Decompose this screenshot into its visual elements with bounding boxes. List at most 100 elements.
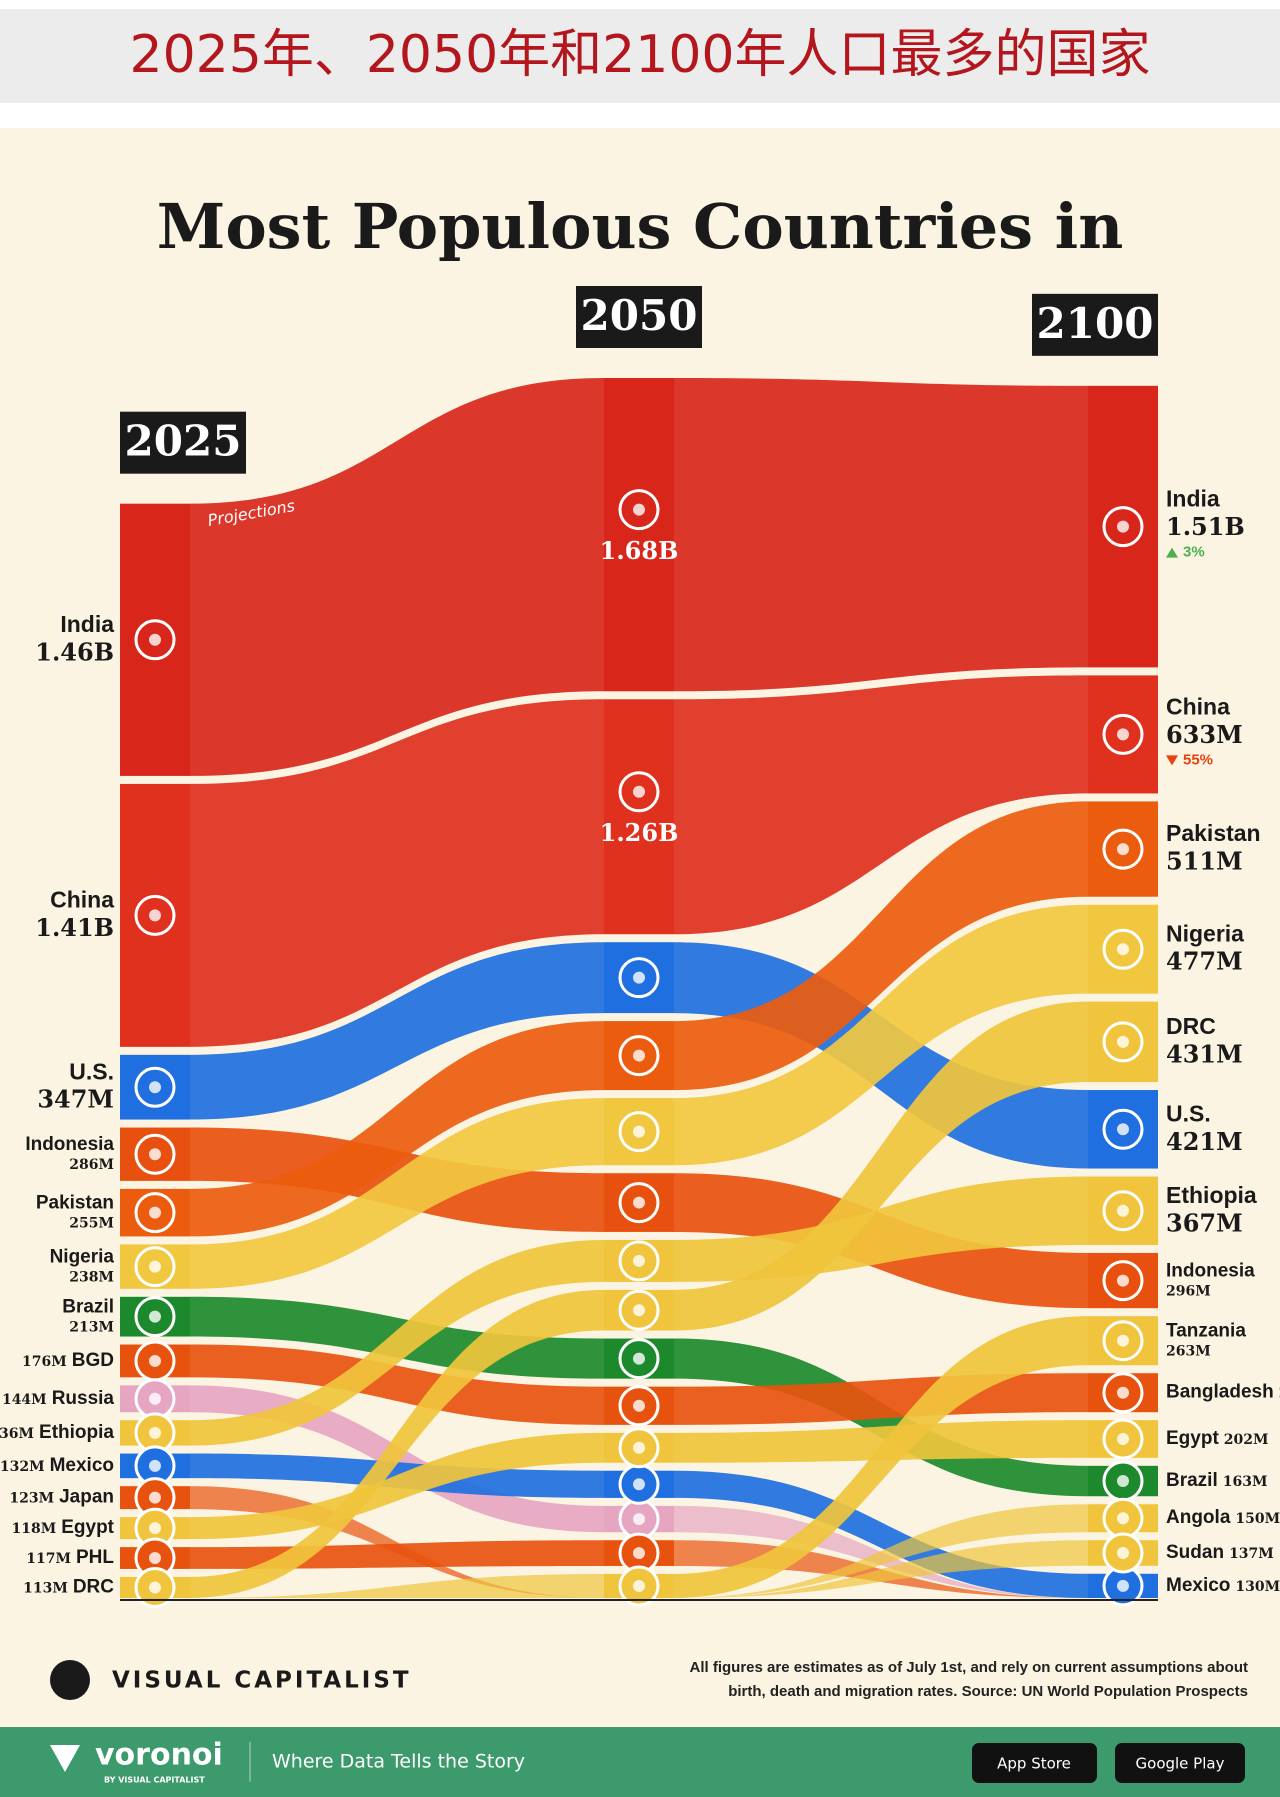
- country-label: Mexico: [1166, 1575, 1230, 1596]
- flag-center: [1117, 1512, 1129, 1525]
- flow: [190, 1021, 604, 1237]
- flag-center: [1117, 843, 1129, 856]
- value-label: 123M: [9, 1491, 54, 1507]
- value-label: 238M: [69, 1270, 114, 1286]
- year-label: 2025: [125, 417, 242, 466]
- country-label: Ethiopia: [39, 1422, 114, 1443]
- flag-center: [633, 1352, 645, 1365]
- country-label: Sudan: [1166, 1542, 1224, 1563]
- flag-center: [1117, 1579, 1129, 1592]
- country-label: Japan: [59, 1487, 114, 1508]
- flag-center: [1117, 1035, 1129, 1048]
- value-label: 213M: [69, 1320, 114, 1336]
- flag-center: [633, 1254, 645, 1267]
- country-label: China: [50, 886, 114, 912]
- flow: [674, 1504, 1088, 1598]
- value-label: 511M: [1166, 847, 1243, 876]
- flag-center: [1117, 520, 1129, 533]
- brand: voronoi: [95, 1738, 223, 1773]
- year-box: [120, 411, 246, 474]
- footnote: All figures are estimates as of July 1st…: [690, 1659, 1249, 1676]
- flag-center: [1117, 1546, 1129, 1559]
- country-label: DRC: [1166, 1013, 1216, 1039]
- banner-title: 2025年、2050年和2100年人口最多的国家: [129, 25, 1150, 85]
- value-label: 150M: [1235, 1511, 1280, 1527]
- change-arrow: [1166, 755, 1178, 766]
- change-label: 3%: [1183, 544, 1205, 561]
- flag-center: [633, 1049, 645, 1062]
- logo-icon: [50, 1660, 90, 1700]
- country-label: DRC: [73, 1576, 114, 1597]
- value-label: 296M: [1166, 1284, 1211, 1300]
- flag-center: [149, 1581, 161, 1594]
- flag-center: [633, 1441, 645, 1454]
- value-label: 633M: [1166, 720, 1243, 749]
- country-label: Russia: [52, 1388, 115, 1409]
- country-label: Egypt: [1166, 1428, 1219, 1449]
- flag-center: [1117, 1386, 1129, 1399]
- country-label: Mexico: [50, 1455, 114, 1476]
- country-label: PHL: [76, 1547, 114, 1568]
- plot: India1.46B1.68BIndia1.51B3%China1.41B1.2…: [0, 286, 1280, 1608]
- value-label: 136M: [0, 1426, 34, 1442]
- footnote: birth, death and migration rates. Source…: [728, 1683, 1248, 1700]
- year-box: [1032, 293, 1158, 356]
- app-button-label[interactable]: App Store: [997, 1755, 1071, 1773]
- value-label: 132M: [0, 1459, 45, 1475]
- flow: [674, 1420, 1088, 1463]
- flag-center: [633, 1513, 645, 1526]
- bar: [604, 699, 674, 935]
- flag-center: [633, 1579, 645, 1592]
- country-label: Pakistan: [36, 1193, 114, 1214]
- flag-center: [149, 1148, 161, 1161]
- flow: [190, 1432, 604, 1540]
- app-button[interactable]: [972, 1743, 1097, 1783]
- country-label: BGD: [72, 1350, 114, 1371]
- play-button-label[interactable]: Google Play: [1136, 1755, 1225, 1773]
- country-label: India: [1166, 486, 1220, 512]
- flow: [190, 1239, 604, 1446]
- play-button[interactable]: [1115, 1743, 1245, 1783]
- flag-center: [633, 1125, 645, 1138]
- flag-center: [149, 1354, 161, 1367]
- flag-center: [149, 1522, 161, 1535]
- change-arrow: [1166, 547, 1178, 558]
- value-label: 209M: [1279, 1386, 1280, 1402]
- flag-center: [633, 1478, 645, 1491]
- flag-center: [1117, 943, 1129, 956]
- flow: [190, 1098, 604, 1289]
- bar: [604, 378, 674, 692]
- country-label: Ethiopia: [1166, 1182, 1257, 1208]
- flow: [190, 1573, 604, 1598]
- flow: [674, 1001, 1088, 1331]
- country-label: Egypt: [61, 1517, 114, 1538]
- flag-center: [1117, 1274, 1129, 1287]
- country-label: China: [1166, 693, 1230, 719]
- value-label: 202M: [1224, 1432, 1269, 1448]
- country-label: U.S.: [69, 1058, 114, 1084]
- flow: [674, 904, 1088, 1166]
- value-label: 118M: [11, 1521, 56, 1537]
- year-label: 2100: [1037, 299, 1154, 348]
- country-label: U.S.: [1166, 1100, 1211, 1126]
- flag-center: [149, 909, 161, 922]
- value-label: 144M: [2, 1392, 47, 1408]
- flag-center: [633, 785, 645, 798]
- value-label: 1.51B: [1166, 512, 1245, 541]
- value-label: 477M: [1166, 947, 1243, 976]
- flow: [190, 1344, 604, 1425]
- value-label: 1.26B: [600, 818, 679, 847]
- chart-title: Most Populous Countries in: [157, 190, 1124, 263]
- flow: [674, 675, 1088, 935]
- flag-center: [1117, 1123, 1129, 1136]
- byline: BY VISUAL CAPITALIST: [104, 1776, 205, 1785]
- flag-center: [633, 503, 645, 516]
- value-label: 421M: [1166, 1127, 1243, 1156]
- flag-center: [149, 1081, 161, 1094]
- country-label: Nigeria: [1166, 920, 1244, 946]
- flag-center: [149, 1459, 161, 1472]
- flag-center: [633, 1399, 645, 1412]
- flow: [190, 942, 604, 1120]
- value-label: 137M: [1229, 1546, 1274, 1562]
